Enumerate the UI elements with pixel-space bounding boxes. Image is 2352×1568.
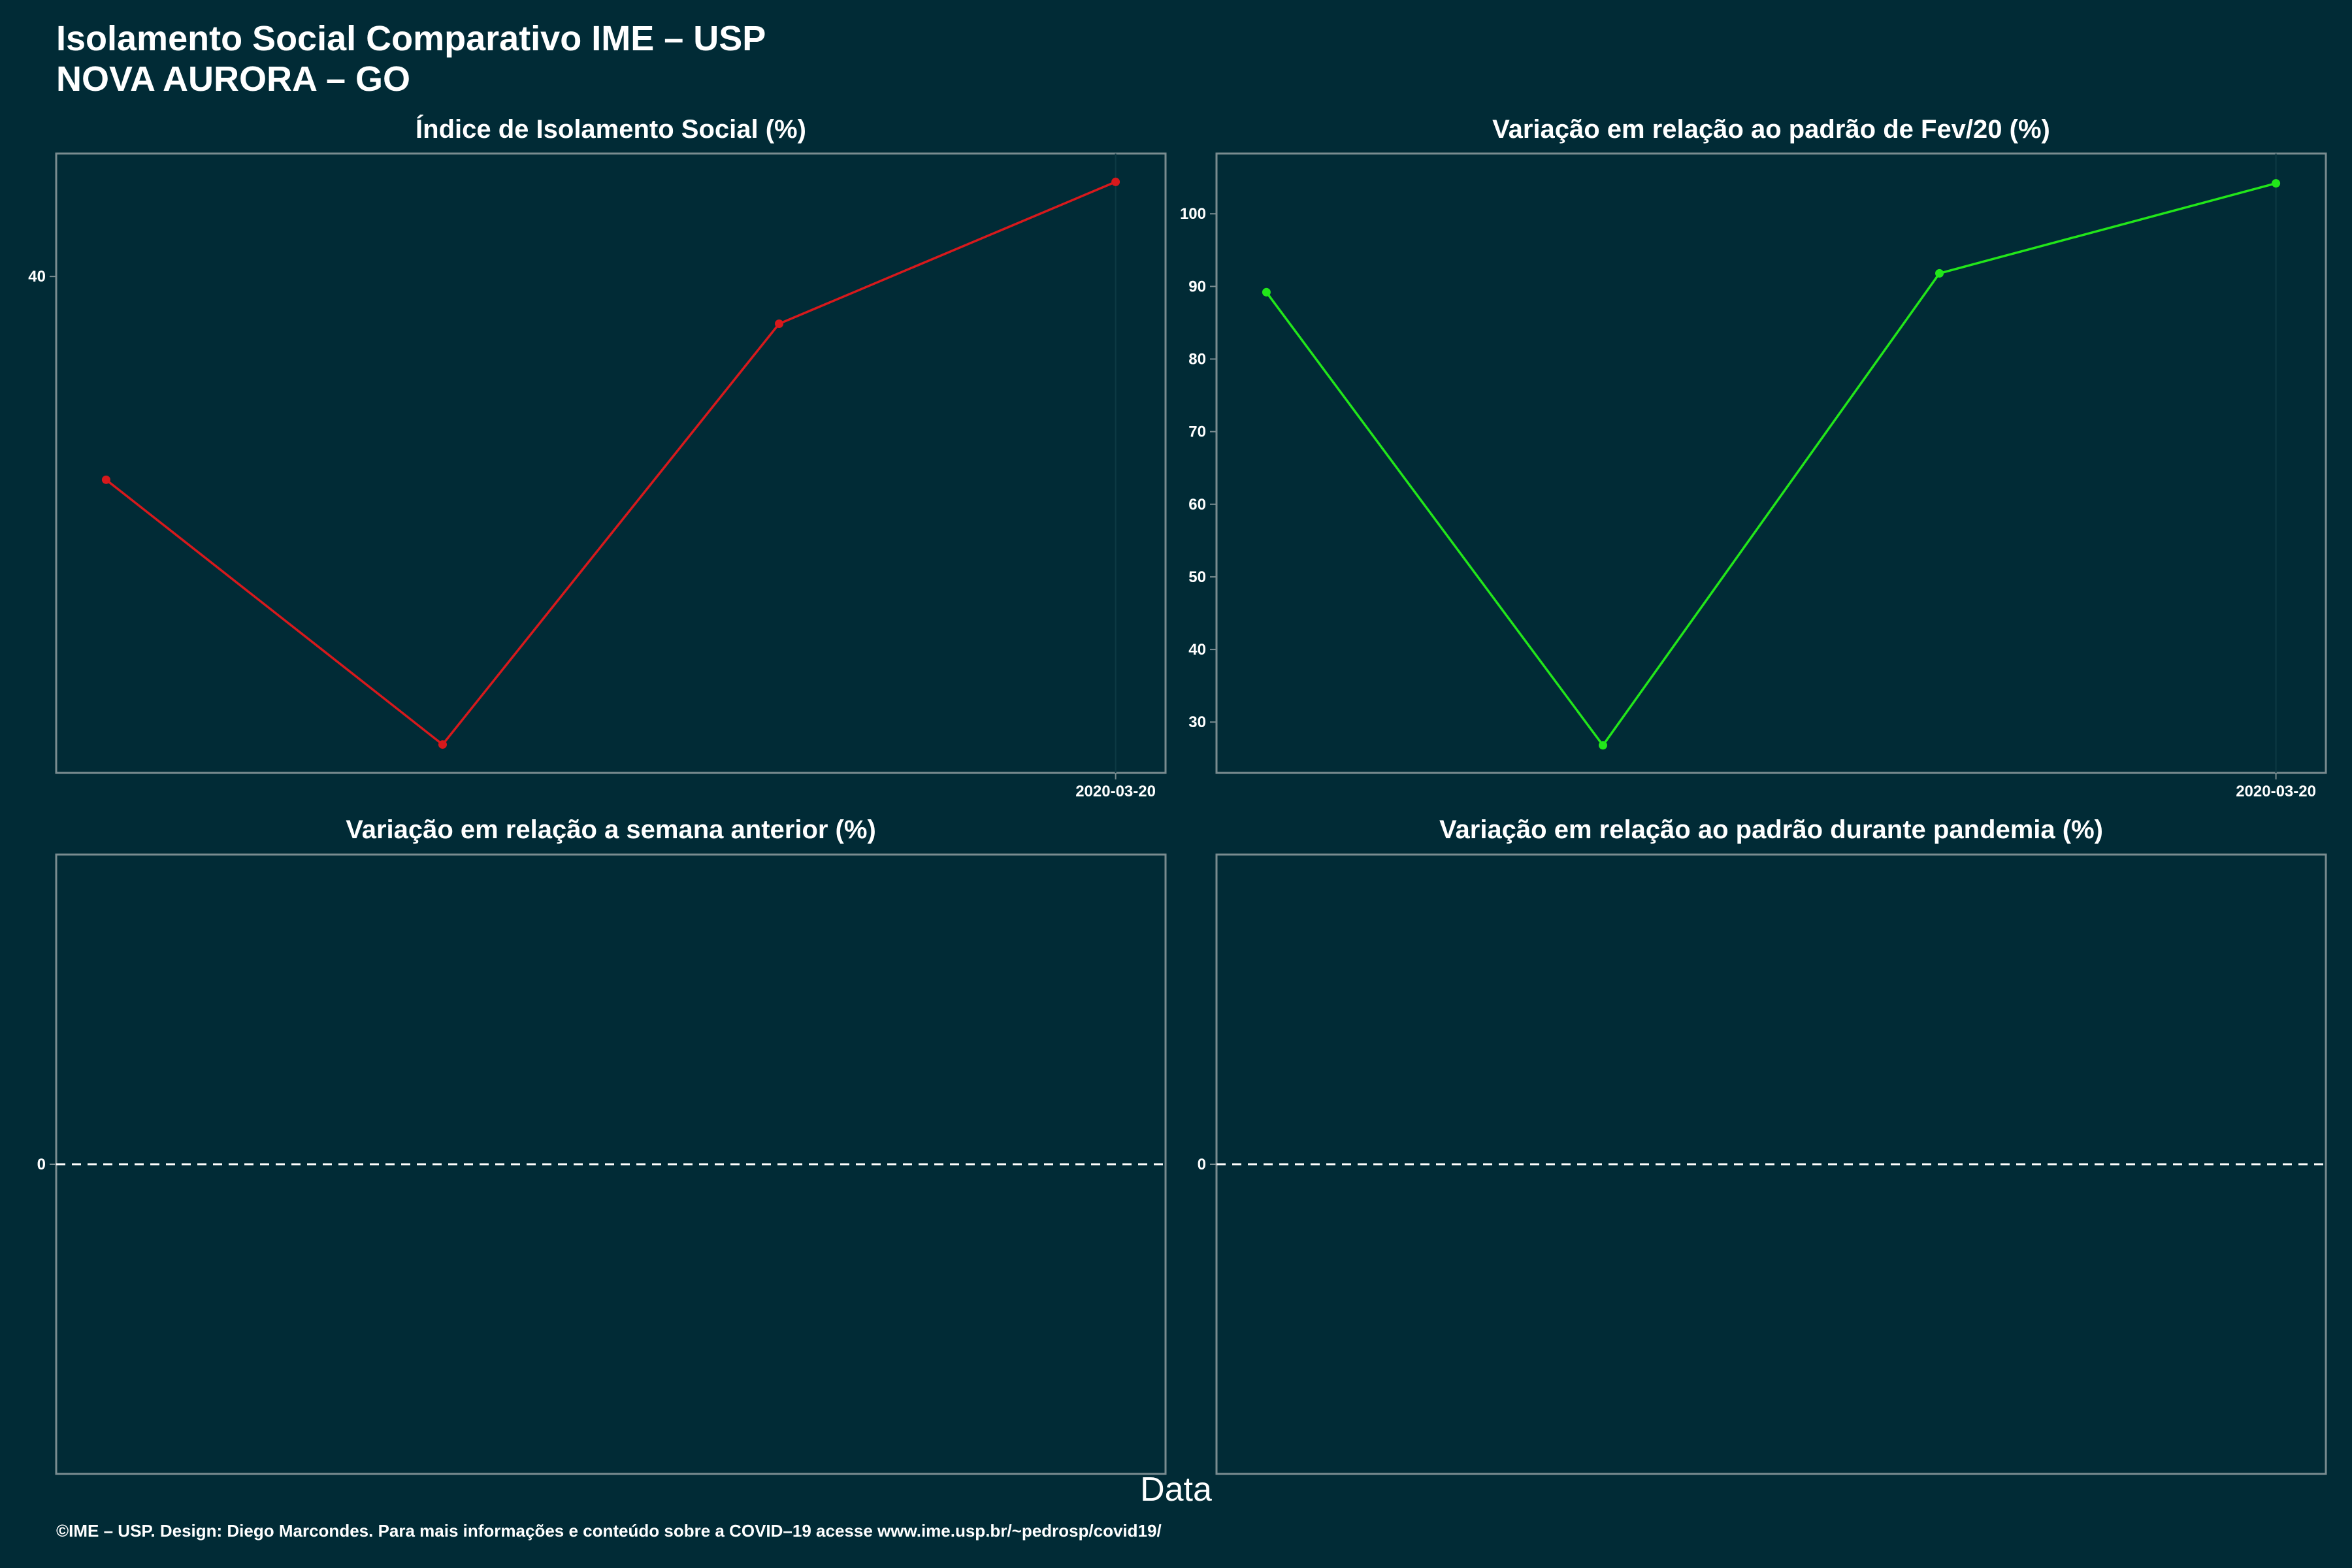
- y-tick-label: 90: [1188, 278, 1206, 295]
- panel-title-semana: Variação em relação a semana anterior (%…: [346, 815, 876, 844]
- x-tick-label: 2020-03-20: [1075, 783, 1156, 800]
- panel-frame: [55, 152, 1167, 774]
- footer-credits: ©IME – USP. Design: Diego Marcondes. Par…: [56, 1521, 1162, 1541]
- panel-title-pandemia: Variação em relação ao padrão durante pa…: [1439, 815, 2103, 844]
- y-tick-label: 40: [1188, 641, 1206, 659]
- y-tick-label: 30: [1188, 713, 1206, 731]
- y-tick-label: 0: [1198, 1156, 1206, 1173]
- title-line-2: NOVA AURORA – GO: [56, 59, 411, 99]
- series-line: [1266, 182, 2277, 747]
- data-point: [775, 319, 784, 329]
- data-point: [101, 475, 110, 484]
- y-tick-label: 60: [1188, 496, 1206, 514]
- x-axis-title: Data: [1140, 1471, 1212, 1509]
- y-tick-label: 0: [37, 1156, 46, 1173]
- data-point: [1598, 741, 1607, 750]
- panel-title-fev: Variação em relação ao padrão de Fev/20 …: [1492, 115, 2050, 144]
- data-point: [1111, 177, 1120, 186]
- y-tick-label: 100: [1180, 205, 1206, 223]
- panel-frame: [1215, 152, 2327, 774]
- title-line-1: Isolamento Social Comparativo IME – USP: [56, 19, 766, 58]
- panel-title-isolamento: Índice de Isolamento Social (%): [416, 115, 806, 144]
- data-point: [2272, 179, 2281, 188]
- series-line: [105, 180, 1117, 747]
- data-point: [1262, 287, 1271, 297]
- x-tick-label: 2020-03-20: [2236, 783, 2316, 800]
- y-tick-label: 40: [28, 268, 46, 286]
- y-tick-label: 50: [1188, 568, 1206, 586]
- data-point: [1935, 269, 1944, 278]
- y-tick-label: 80: [1188, 351, 1206, 368]
- data-point: [438, 740, 447, 749]
- chart-main-title: Isolamento Social Comparativo IME – USP …: [56, 18, 766, 99]
- y-tick-label: 70: [1188, 423, 1206, 441]
